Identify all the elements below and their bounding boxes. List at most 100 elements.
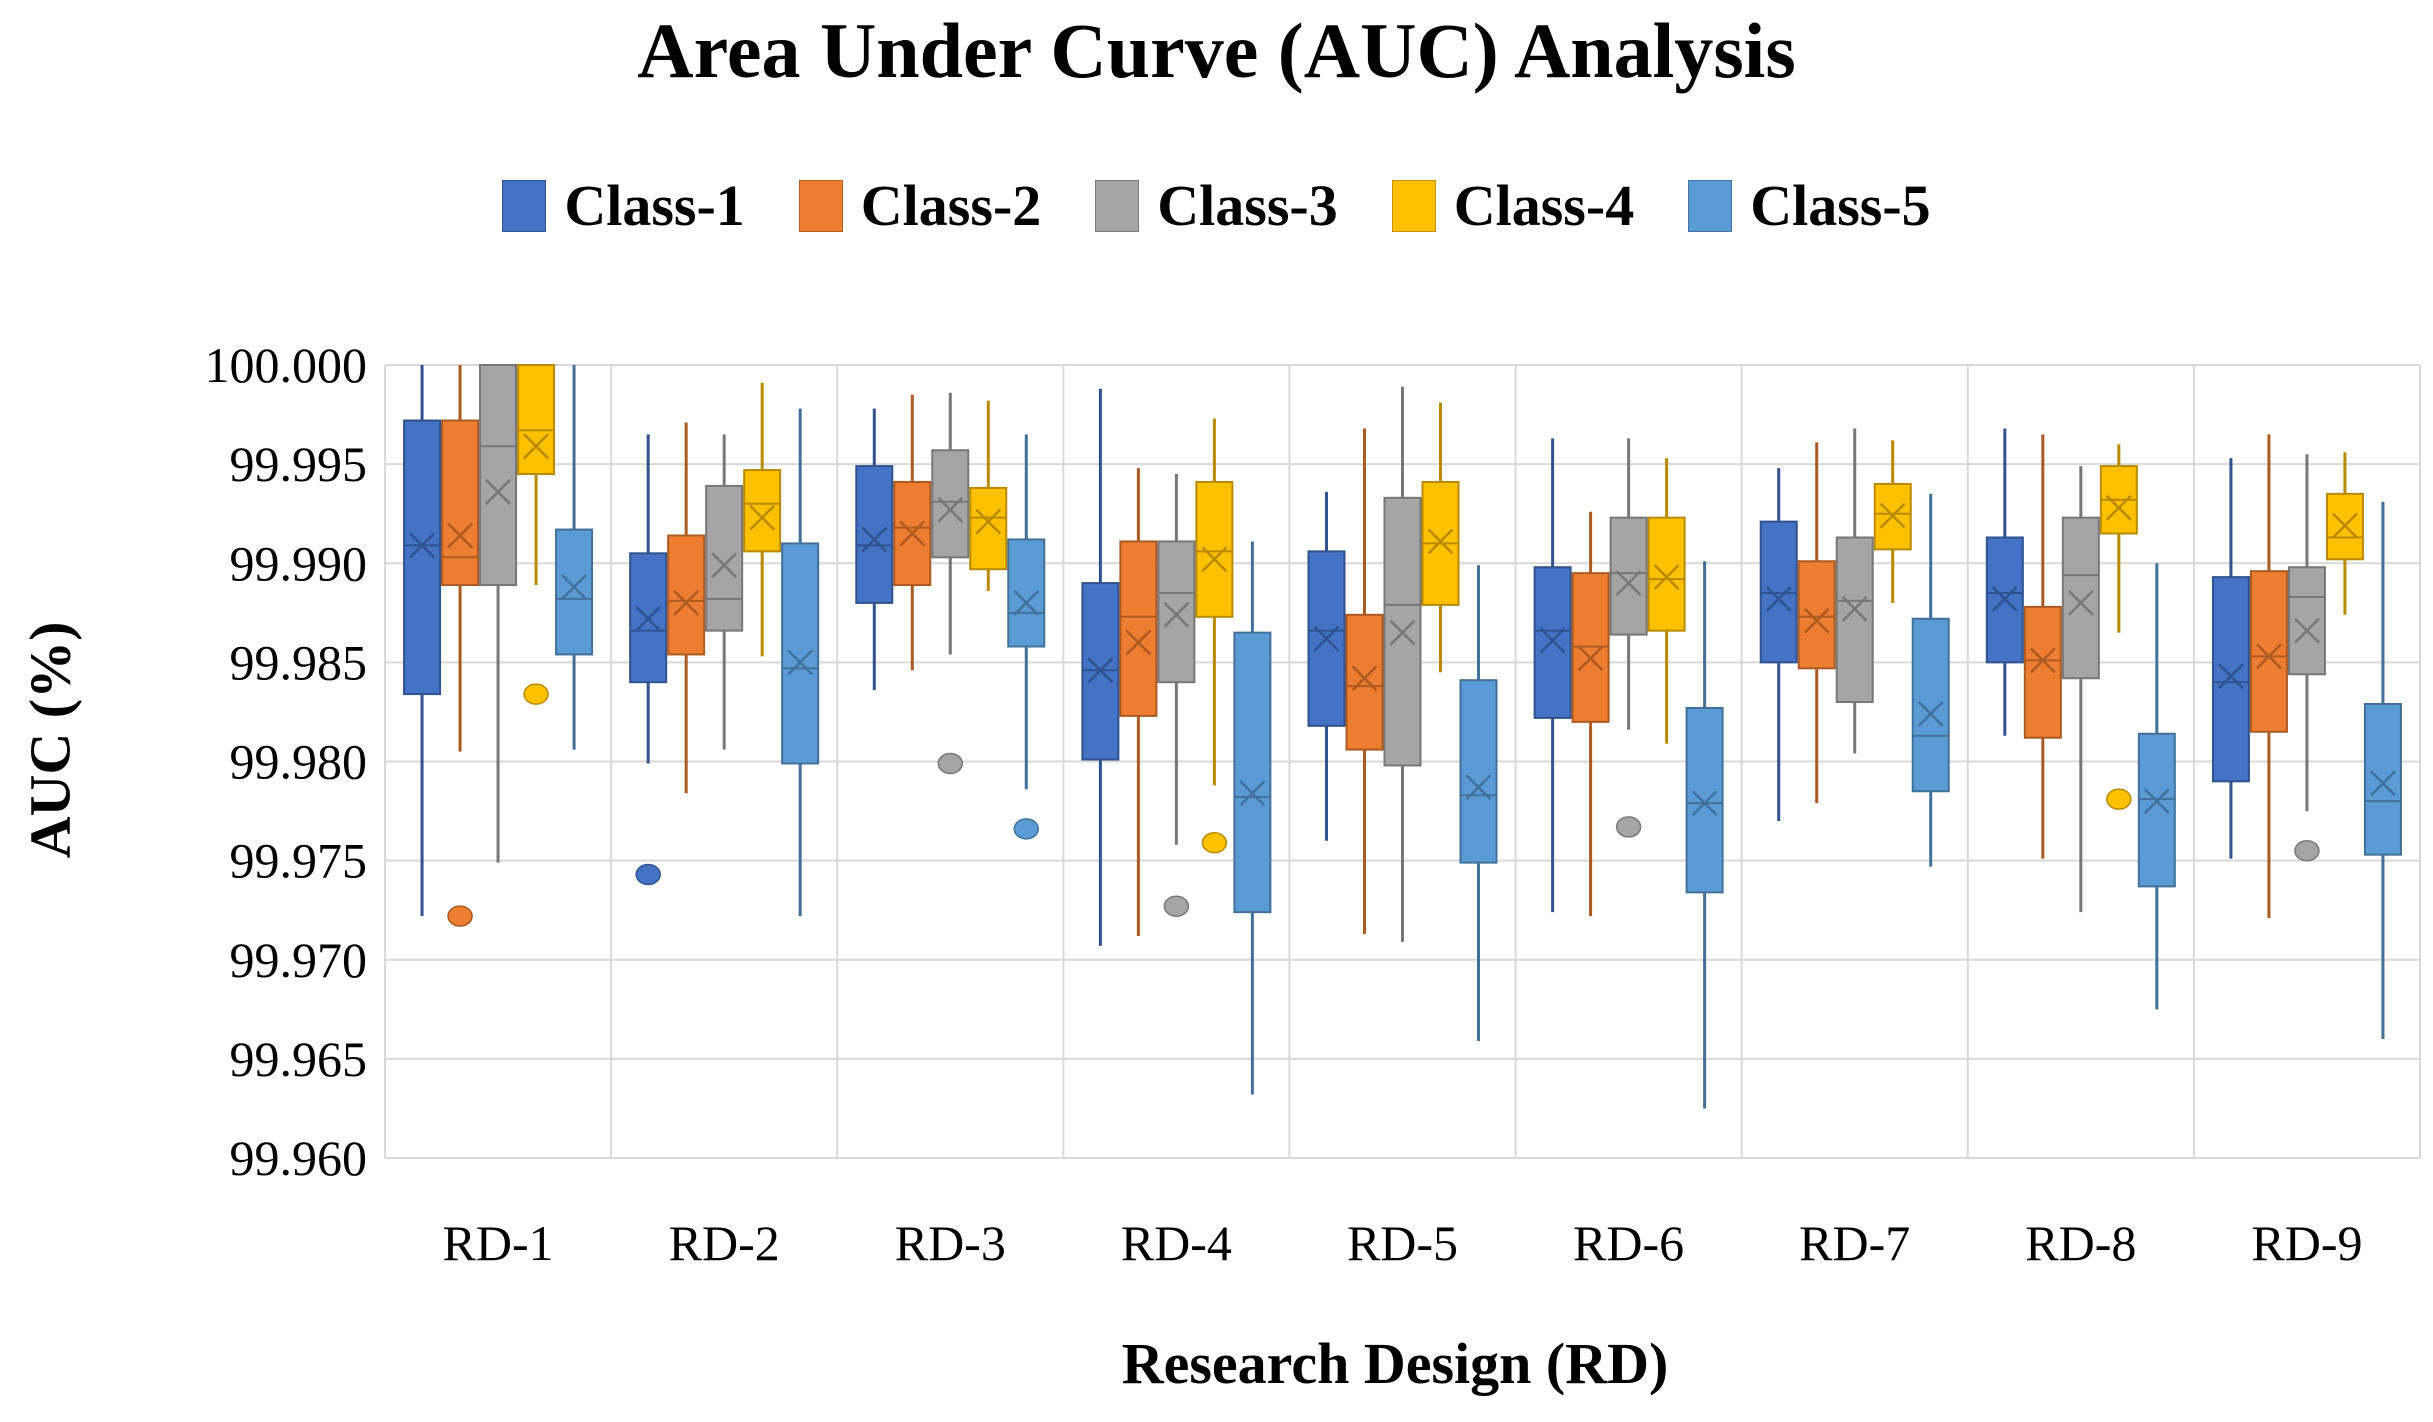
box-rd-6-class-5-mean — [1691, 790, 1718, 817]
x-tick-label-rd-8: RD-8 — [2025, 1215, 2136, 1271]
box-rd-9-class-5-body — [2363, 703, 2402, 856]
x-tick-label-rd-4: RD-4 — [1121, 1215, 1232, 1271]
box-rd-8-class-4-mean — [2105, 494, 2132, 521]
box-rd-3-class-4-mean — [975, 508, 1002, 535]
box-rd-2-class-3-body — [705, 484, 744, 632]
box-rd-5-class-2-mean — [1351, 665, 1378, 692]
box-rd-3-class-2-mean — [899, 520, 926, 547]
box-rd-2-class-4-body — [743, 469, 782, 553]
box-rd-4-class-4-mean — [1201, 546, 1228, 573]
legend-swatch-class-4 — [1391, 179, 1436, 232]
legend-label-class-4: Class-4 — [1453, 173, 1635, 238]
box-rd-8-class-5-mean — [2143, 788, 2170, 815]
box-rd-7-class-2-body — [1797, 560, 1836, 670]
box-rd-2-class-5-mean — [787, 649, 814, 676]
box-rd-9-class-4-mean — [2332, 512, 2358, 539]
box-rd-6-class-2-mean — [1577, 645, 1604, 672]
box-rd-7-class-5-mean — [1917, 701, 1944, 727]
box-rd-9-class-1-body — [2211, 576, 2250, 783]
box-rd-2-class-3-mean — [711, 552, 738, 579]
box-rd-7-class-4-body — [1873, 482, 1912, 551]
legend-label-class-5: Class-5 — [1750, 173, 1931, 238]
box-rd-3-class-5-mean — [1013, 590, 1040, 616]
box-rd-4-class-4-body — [1195, 480, 1234, 618]
box-rd-3-class-3-outlier-0 — [937, 752, 964, 775]
chart-title: Area Under Curve (AUC) Analysis — [637, 7, 1796, 94]
legend-item-class-1[interactable]: Class-1 — [502, 172, 745, 239]
box-rd-8-class-3-body — [2061, 516, 2100, 680]
box-rd-9-class-1-mean — [2218, 663, 2244, 690]
box-rd-2-class-2-mean — [673, 590, 700, 616]
box-rd-1-class-4-body — [517, 364, 556, 476]
box-rd-6-class-3-outlier-0 — [1615, 816, 1642, 838]
box-rd-1-class-3-mean — [485, 478, 511, 505]
box-rd-8-class-2-body — [2023, 605, 2062, 739]
legend-item-class-2[interactable]: Class-2 — [798, 172, 1042, 239]
y-tick-label-0: 99.960 — [230, 1130, 368, 1186]
box-rd-3-class-4-body — [969, 486, 1008, 571]
box-rd-2-class-4-mean — [749, 504, 776, 531]
box-rd-4-class-5-mean — [1239, 780, 1266, 807]
box-rd-9-class-3-body — [2287, 566, 2326, 676]
box-rd-7-class-5-body — [1911, 617, 1950, 793]
x-tick-label-rd-1: RD-1 — [443, 1215, 554, 1271]
legend-item-class-5[interactable]: Class-5 — [1688, 172, 1931, 239]
box-rd-6-class-5-body — [1685, 706, 1724, 894]
x-tick-label-rd-5: RD-5 — [1347, 1215, 1458, 1271]
box-rd-7-class-4-mean — [1879, 502, 1906, 529]
box-rd-6-class-4-body — [1647, 516, 1686, 632]
box-rd-1-class-5-body — [555, 528, 594, 656]
box-rd-1-class-4-mean — [523, 433, 549, 460]
box-rd-9-class-2-mean — [2256, 643, 2282, 670]
x-tick-label-rd-3: RD-3 — [895, 1215, 1006, 1271]
x-tick-label-rd-6: RD-6 — [1573, 1215, 1684, 1271]
legend-swatch-class-3 — [1095, 179, 1140, 232]
box-rd-1-class-2-body — [441, 419, 480, 587]
box-rd-7-class-3-mean — [1841, 595, 1868, 622]
legend-item-class-3[interactable]: Class-3 — [1095, 172, 1338, 239]
legend-label-class-2: Class-2 — [860, 173, 1042, 238]
box-rd-6-class-4-mean — [1653, 564, 1680, 591]
y-tick-label-7: 99.995 — [230, 436, 368, 492]
box-rd-8-class-2-mean — [2029, 647, 2056, 674]
box-rd-1-class-5-mean — [561, 574, 587, 600]
box-rd-5-class-2-body — [1345, 613, 1384, 751]
box-rd-3-class-3-body — [931, 449, 970, 559]
x-axis-label: Research Design (RD) — [1121, 1331, 1669, 1396]
box-rd-2-class-2-body — [667, 534, 706, 656]
legend: Class-1 Class-2 Class-3 Class-4 Class-5 — [0, 172, 2433, 239]
y-tick-label-2: 99.970 — [230, 932, 368, 988]
y-tick-label-3: 99.975 — [230, 833, 368, 889]
box-rd-4-class-3-mean — [1163, 601, 1190, 628]
box-rd-1-class-4-outlier-0 — [523, 683, 549, 705]
box-rd-4-class-4-outlier-0 — [1201, 832, 1228, 854]
y-tick-label-6: 99.990 — [230, 535, 368, 591]
legend-swatch-class-1 — [502, 179, 547, 232]
box-rd-1-class-2-mean — [447, 522, 473, 549]
y-tick-label-4: 99.980 — [230, 734, 368, 790]
box-rd-2-class-1-body — [629, 552, 668, 684]
box-rd-4-class-2-mean — [1125, 629, 1152, 656]
box-rd-6-class-1-body — [1533, 566, 1572, 719]
box-rd-4-class-3-body — [1157, 540, 1196, 684]
legend-label-class-1: Class-1 — [564, 173, 745, 238]
box-rd-8-class-4-outlier-0 — [2106, 788, 2132, 810]
box-rd-8-class-1-body — [1985, 536, 2024, 664]
box-rd-5-class-5-body — [1459, 679, 1498, 864]
legend-label-class-3: Class-3 — [1157, 173, 1338, 238]
x-tick-label-rd-9: RD-9 — [2251, 1215, 2362, 1271]
box-rd-1-class-2-outlier-0 — [447, 905, 473, 927]
box-rd-3-class-1-body — [855, 465, 894, 604]
box-rd-3-class-3-mean — [937, 496, 964, 523]
box-rd-2-class-1-outlier-0 — [635, 863, 661, 886]
box-rd-5-class-5-mean — [1465, 774, 1492, 801]
box-rd-7-class-1-mean — [1765, 586, 1792, 612]
box-rd-2-class-5-body — [781, 542, 820, 765]
box-rd-8-class-5-body — [2137, 732, 2176, 888]
box-rd-3-class-1-mean — [861, 526, 888, 553]
box-rd-3-class-5-outlier-0 — [1013, 818, 1040, 840]
box-rd-8-class-1-mean — [1991, 586, 2018, 612]
x-tick-label-rd-7: RD-7 — [1799, 1215, 1910, 1271]
legend-item-class-4[interactable]: Class-4 — [1391, 172, 1635, 239]
